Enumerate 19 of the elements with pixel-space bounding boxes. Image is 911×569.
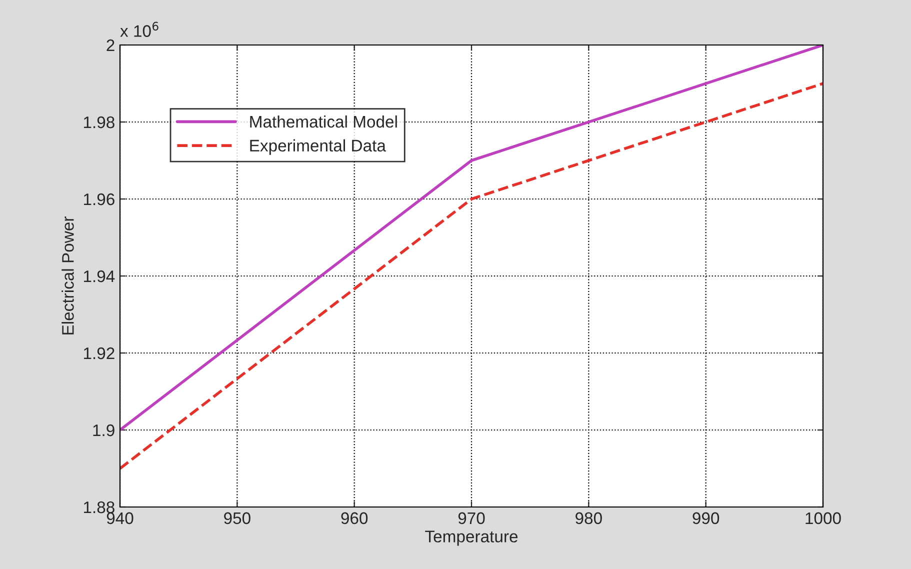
y-tick-label: 2 <box>106 39 114 52</box>
x-tick-label: 950 <box>224 512 250 524</box>
x-tick-label: 940 <box>106 512 134 524</box>
x-tick-label: 970 <box>458 512 485 524</box>
y-tick-label: 1.88 <box>84 501 114 514</box>
text: x 10$^{6}$ <box>120 22 158 37</box>
y-tick-label: 1.96 <box>84 193 114 206</box>
x-tick-label: 960 <box>341 512 368 524</box>
x-tick-label: 980 <box>576 512 602 524</box>
y-axis-title: Electrical Power <box>62 216 74 334</box>
legend-label: Mathematical Model <box>250 115 397 128</box>
x-axis-title: Temperature <box>425 530 518 546</box>
y-tick-label: 1.9 <box>93 424 114 436</box>
legend-label: Experimental Data <box>250 139 386 155</box>
y-tick-label: 1.92 <box>84 347 114 360</box>
y-tick-label: 1.98 <box>84 116 114 128</box>
x-tick-label: 990 <box>692 512 720 524</box>
y-tick-label: 1.94 <box>84 270 115 282</box>
x-tick-label: 1000 <box>806 512 841 524</box>
